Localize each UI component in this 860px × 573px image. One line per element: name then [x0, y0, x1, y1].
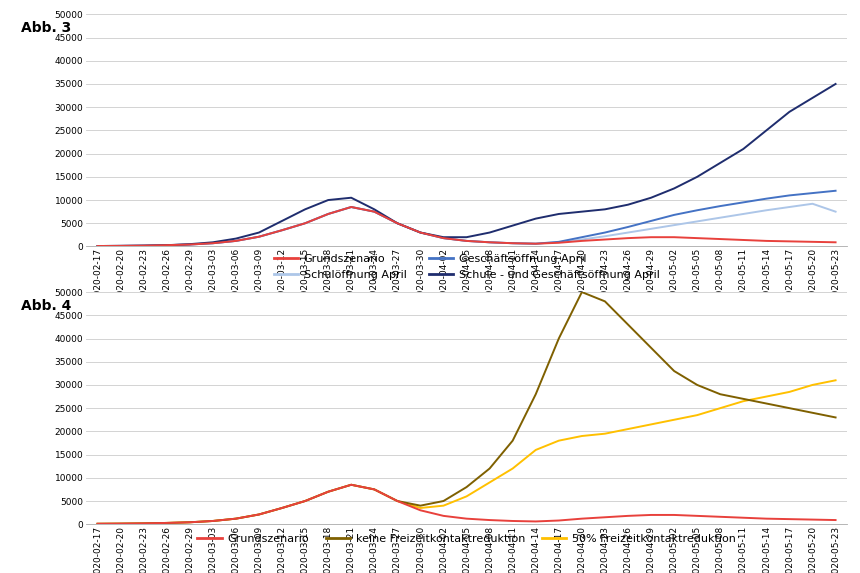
Legend: Grundszenario, keine Freizeitkontaktreduktion, 50% Freizeitkontaktreduktion: Grundszenario, keine Freizeitkontaktredu…	[193, 529, 740, 548]
Text: Abb. 4: Abb. 4	[22, 299, 71, 313]
Legend: Grundszenario, Schulöffnung April, Geschäftsöffnung April, Schule - und Geschäft: Grundszenario, Schulöffnung April, Gesch…	[269, 250, 664, 284]
Text: Abb. 3: Abb. 3	[22, 21, 71, 36]
